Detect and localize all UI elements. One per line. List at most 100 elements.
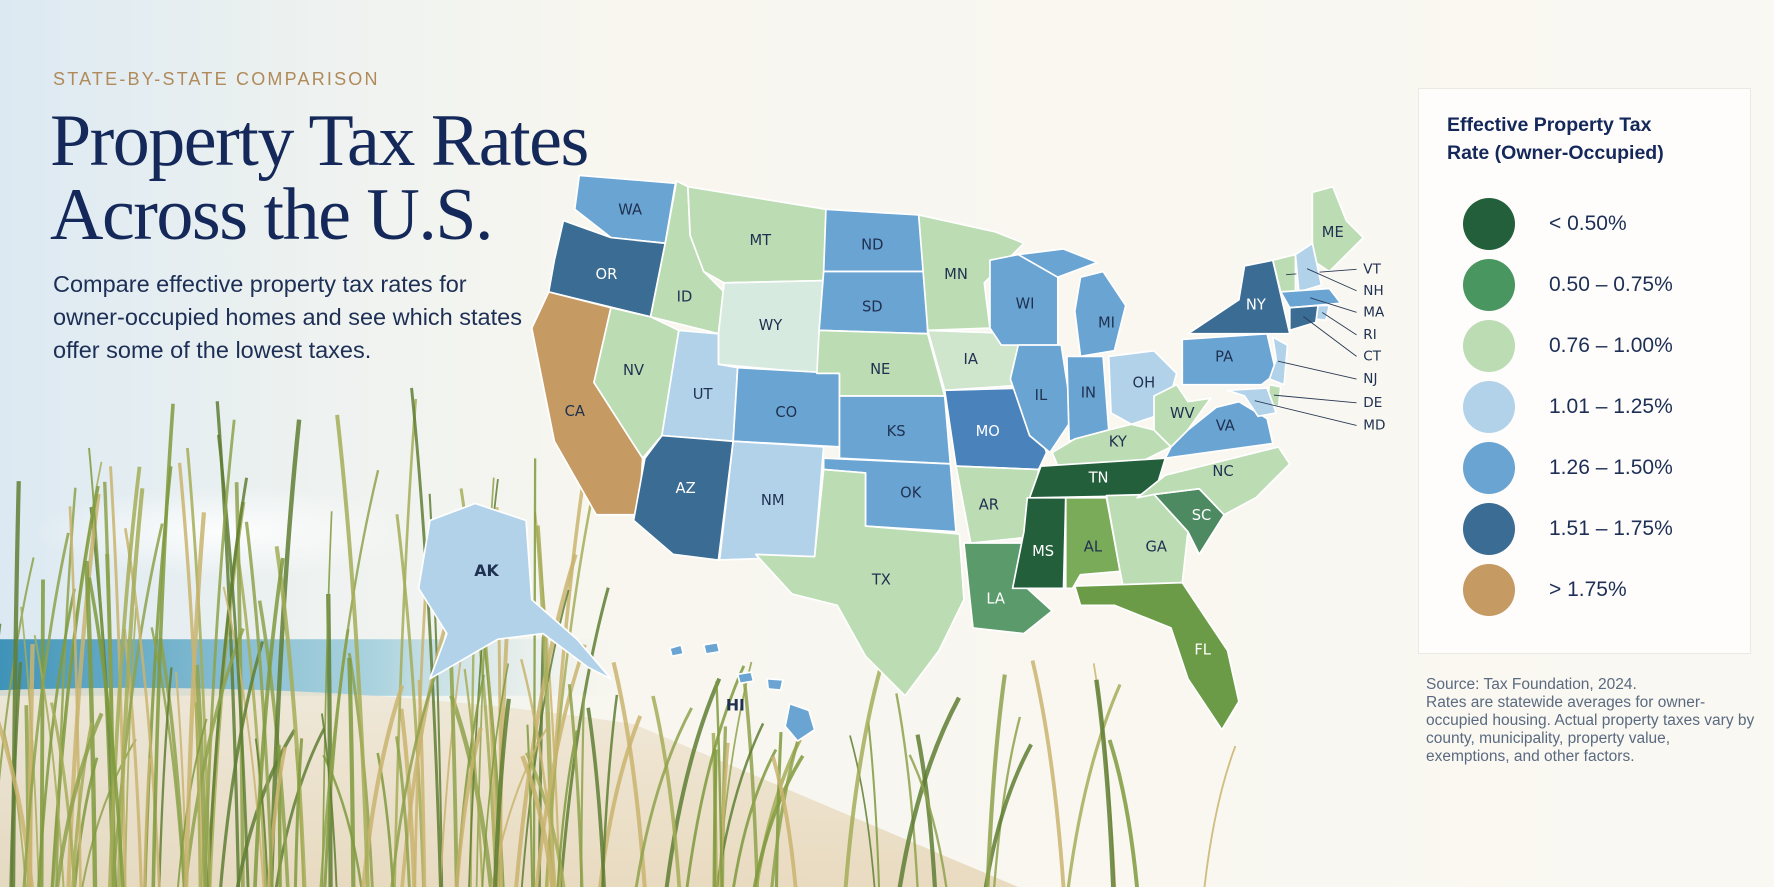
grass-blade bbox=[1030, 660, 1066, 887]
grass-blade bbox=[390, 663, 441, 887]
grass-blade bbox=[235, 548, 268, 887]
grass-blade bbox=[274, 545, 307, 887]
grass-blade bbox=[567, 684, 584, 887]
state-label: GA bbox=[1146, 539, 1167, 556]
grass-blade bbox=[752, 754, 805, 887]
state-label: MS bbox=[1032, 543, 1054, 560]
grass-blade bbox=[55, 712, 104, 887]
state-label: NE bbox=[870, 361, 890, 378]
state bbox=[632, 434, 734, 561]
state-label: MT bbox=[749, 232, 772, 249]
state-label: PA bbox=[1215, 349, 1233, 366]
state-label: OR bbox=[596, 266, 618, 283]
grass-blade bbox=[1203, 745, 1237, 887]
state-label: ID bbox=[677, 289, 693, 306]
state-label: AK bbox=[474, 561, 499, 580]
legend-swatch bbox=[1463, 503, 1515, 555]
state-label: SC bbox=[1192, 507, 1212, 524]
legend-title: Effective Property Tax Rate (Owner-Occup… bbox=[1447, 114, 1664, 164]
source: Source: Tax Foundation, 2024. bbox=[1426, 676, 1637, 693]
grass-blade bbox=[254, 738, 269, 887]
legend-item: 0.76 – 1.00% bbox=[1463, 320, 1743, 372]
state-label: IL bbox=[1035, 387, 1048, 404]
state-label: TX bbox=[871, 571, 891, 588]
grass-blade bbox=[712, 749, 718, 887]
grass-blade bbox=[770, 755, 798, 887]
grass-blade bbox=[395, 514, 426, 887]
state-label: MO bbox=[976, 423, 1000, 440]
legend-swatch bbox=[1463, 198, 1515, 250]
grass-blade bbox=[849, 735, 876, 887]
grass-blade bbox=[895, 693, 919, 887]
grass-blade bbox=[526, 724, 534, 887]
grass-blade bbox=[993, 716, 1022, 887]
state-label: NM bbox=[761, 492, 785, 509]
grass-blade bbox=[143, 757, 151, 887]
state bbox=[1226, 387, 1278, 418]
grass-blade bbox=[559, 587, 610, 887]
grass-blade bbox=[206, 477, 249, 887]
state-label: KS bbox=[887, 423, 906, 440]
state-label: ME bbox=[1322, 224, 1344, 241]
state-label: RI bbox=[1363, 327, 1376, 343]
grass-blade bbox=[463, 668, 484, 887]
state-label: OK bbox=[900, 484, 922, 501]
grass-blade bbox=[743, 683, 759, 887]
state-label: TN bbox=[1088, 470, 1109, 487]
grass-blade bbox=[123, 527, 161, 887]
state bbox=[754, 468, 965, 697]
grass-blade bbox=[200, 724, 215, 887]
grass-blade bbox=[267, 746, 287, 887]
grass-blade bbox=[51, 485, 100, 887]
grass-blade bbox=[84, 560, 98, 887]
grass-blade bbox=[417, 679, 427, 887]
leader-line bbox=[1322, 312, 1357, 336]
state-label: NV bbox=[623, 362, 644, 379]
state-label: NH bbox=[1363, 283, 1383, 299]
grass-blade bbox=[685, 665, 746, 887]
grass-blade bbox=[326, 593, 333, 887]
eyebrow: STATE-BY-STATE COMPARISON bbox=[53, 69, 380, 89]
grass-blade bbox=[293, 738, 304, 887]
grass-blade bbox=[908, 754, 948, 887]
state-label: AR bbox=[979, 497, 999, 514]
grass-blade bbox=[158, 667, 173, 887]
legend-item: < 0.50% bbox=[1463, 198, 1743, 250]
grass-blade bbox=[1066, 683, 1122, 887]
leader-line bbox=[1306, 268, 1357, 292]
grass-blade bbox=[400, 609, 452, 887]
state-label: NC bbox=[1212, 463, 1233, 480]
legend-label: 0.76 – 1.00% bbox=[1549, 334, 1673, 357]
grass-blade bbox=[321, 511, 333, 887]
state-label: MN bbox=[944, 266, 968, 283]
state bbox=[1136, 446, 1291, 516]
grass-blade bbox=[253, 557, 285, 887]
state-label: ND bbox=[861, 237, 883, 254]
title: Property Tax Rates Across the U.S. bbox=[50, 100, 589, 256]
state bbox=[1187, 259, 1291, 335]
grass-blade bbox=[244, 521, 274, 887]
state-label: NJ bbox=[1363, 371, 1377, 387]
state-label: WY bbox=[759, 317, 783, 334]
grass-blade bbox=[532, 458, 537, 887]
state-label: CO bbox=[775, 404, 797, 421]
grass-blade bbox=[9, 662, 23, 887]
grass-blade bbox=[611, 661, 647, 887]
leader-line bbox=[1254, 400, 1357, 426]
grass-blade bbox=[481, 663, 510, 887]
legend-swatch bbox=[1463, 259, 1515, 311]
grass-blade bbox=[492, 698, 511, 887]
state-label: AZ bbox=[676, 480, 696, 497]
state-label: UT bbox=[693, 386, 714, 403]
grass-blade bbox=[1107, 739, 1139, 887]
grass-blade bbox=[514, 553, 578, 887]
grass-blade bbox=[194, 664, 208, 887]
state-label: WV bbox=[1170, 405, 1195, 422]
grass-blade bbox=[71, 722, 94, 887]
us-map: WA OR CA ID NV MT WY UT AZ CO NM ND SD NE KS OK TX MN IA MO… bbox=[417, 174, 1385, 742]
beach-scene bbox=[0, 387, 1237, 887]
state bbox=[1294, 242, 1323, 293]
legend-label: 1.51 – 1.75% bbox=[1549, 517, 1673, 540]
